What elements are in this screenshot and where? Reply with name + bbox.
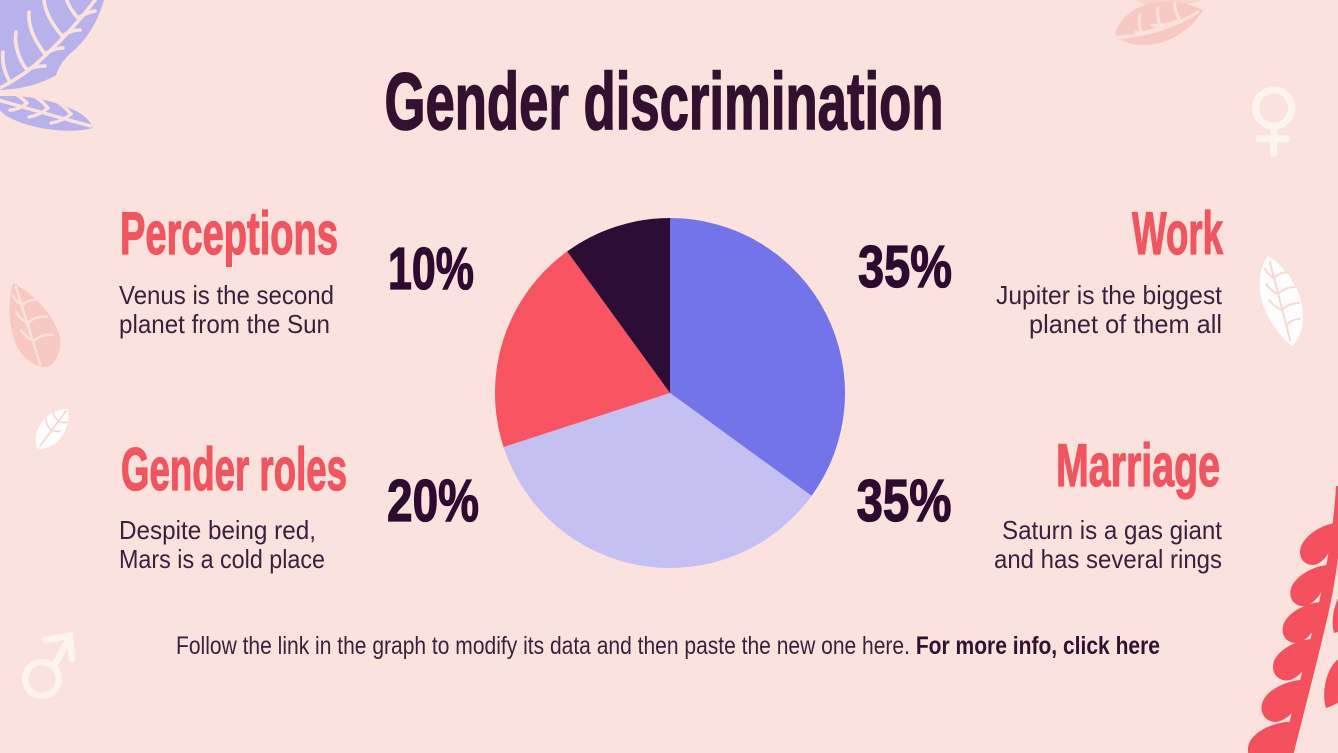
svg-text:35%: 35%: [857, 467, 952, 534]
svg-text:Venus is the second: Venus is the second: [119, 280, 334, 310]
svg-text:Saturn is a gas giant: Saturn is a gas giant: [1002, 515, 1223, 545]
svg-text:planet from the Sun: planet from the Sun: [119, 309, 330, 339]
svg-text:10%: 10%: [388, 235, 474, 302]
svg-text:Mars is a cold place: Mars is a cold place: [119, 544, 325, 574]
svg-text:Jupiter is the biggest: Jupiter is the biggest: [996, 280, 1223, 310]
svg-text:Marriage: Marriage: [1056, 432, 1220, 499]
svg-text:Gender roles: Gender roles: [121, 436, 347, 503]
svg-text:planet of them all: planet of them all: [1029, 309, 1222, 339]
svg-text:35%: 35%: [858, 233, 952, 300]
svg-text:Perceptions: Perceptions: [120, 200, 338, 267]
svg-text:and has several rings: and has several rings: [994, 544, 1222, 574]
svg-text:Despite being red,: Despite being red,: [119, 515, 316, 545]
svg-text:Work: Work: [1132, 200, 1223, 267]
svg-text:Gender discrimination: Gender discrimination: [385, 57, 944, 147]
svg-text:20%: 20%: [387, 467, 479, 534]
svg-text:Follow the link in the graph t: Follow the link in the graph to modify i…: [176, 632, 1160, 660]
